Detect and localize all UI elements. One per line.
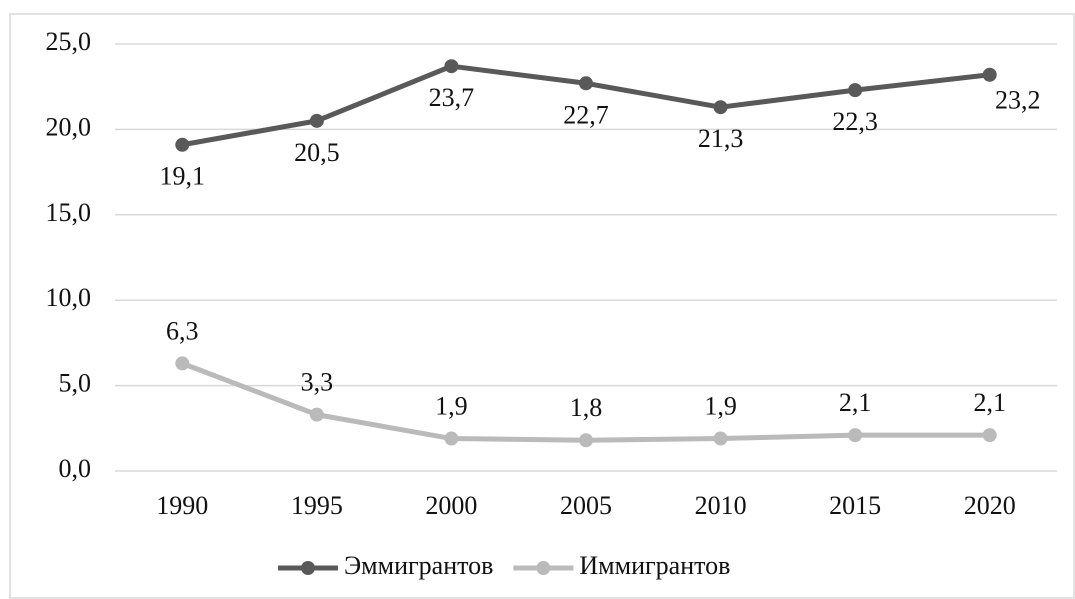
data-label: 21,3 [698,124,744,153]
data-point [579,433,593,448]
y-tick-label: 15,0 [46,198,92,227]
x-tick-label: 2000 [425,491,477,520]
data-point [579,76,593,91]
data-point [848,83,863,98]
data-label: 2,1 [839,388,872,417]
data-label: 22,3 [832,107,878,136]
data-label: 3,3 [301,368,334,397]
data-label: 20,5 [294,138,340,167]
data-label: 19,1 [160,162,206,191]
data-point [444,431,459,446]
x-tick-label: 2020 [964,491,1016,520]
data-label: 1,9 [704,392,737,421]
data-point [982,428,997,443]
chart-border [9,13,1075,599]
data-label: 2,1 [973,388,1006,417]
x-tick-label: 2015 [829,491,881,520]
data-label: 1,8 [570,393,603,422]
data-label: 22,7 [563,100,609,129]
data-point [175,137,190,152]
x-tick-label: 2010 [695,491,747,520]
data-label: 23,7 [429,83,475,112]
y-tick-label: 10,0 [46,283,92,312]
legend-marker [301,561,315,575]
legend-label: Иммигрантов [579,551,730,580]
y-tick-label: 0,0 [59,454,92,483]
data-label: 6,3 [166,316,199,345]
data-label: 1,9 [435,392,468,421]
legend-label: Эммигрантов [344,551,493,580]
data-label: 23,2 [995,86,1041,115]
data-point [848,428,863,443]
y-tick-label: 20,0 [46,112,92,141]
data-point [713,431,728,446]
data-point [309,407,324,422]
y-tick-label: 25,0 [46,27,92,56]
data-point [175,356,190,371]
legend-marker [536,561,551,575]
x-tick-label: 1990 [156,491,208,520]
x-tick-label: 2005 [560,491,612,520]
data-point [309,113,324,128]
data-point [713,100,728,115]
y-tick-label: 5,0 [59,369,92,398]
data-point [444,59,459,74]
data-point [982,67,997,82]
x-tick-label: 1995 [291,491,343,520]
